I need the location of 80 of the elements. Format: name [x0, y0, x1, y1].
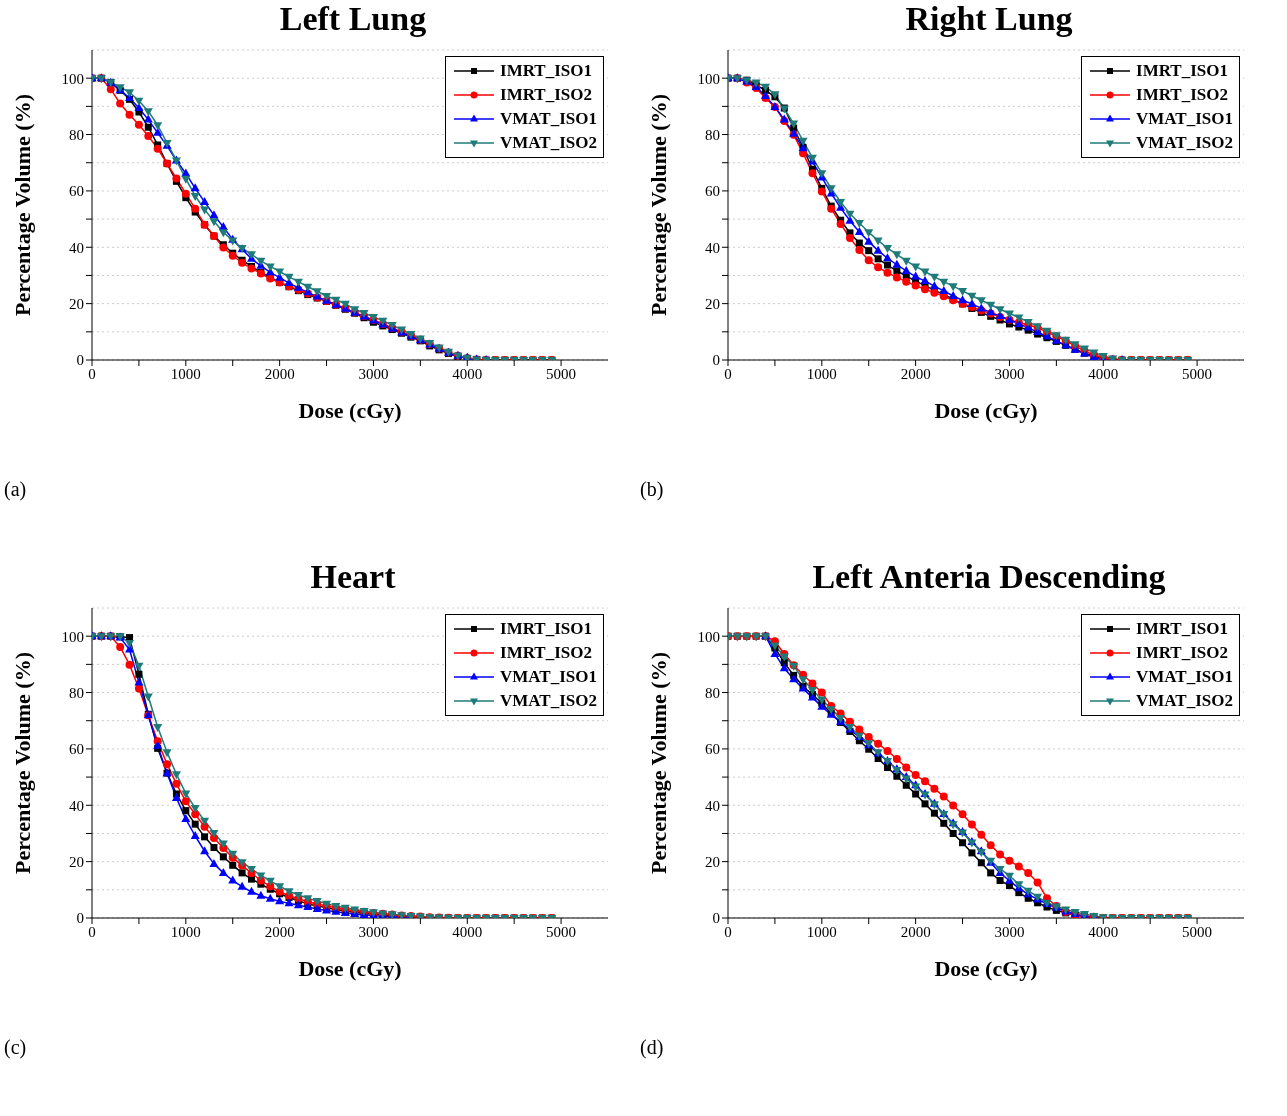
- x-tick-label: 3000: [994, 923, 1025, 940]
- y-tick-label: 40: [69, 797, 84, 814]
- x-axis-title: Dose (cGy): [298, 398, 402, 423]
- x-tick-label: 0: [724, 365, 732, 382]
- y-tick-label: 80: [69, 126, 84, 143]
- y-tick-label: 80: [69, 684, 84, 701]
- legend-label: VMAT_ISO2: [1136, 691, 1233, 711]
- x-tick-label: 0: [88, 365, 96, 382]
- y-tick-label: 20: [705, 853, 720, 870]
- legend-label: IMRT_ISO2: [500, 85, 592, 105]
- y-tick-label: 60: [69, 741, 84, 758]
- legend-label: IMRT_ISO2: [1136, 85, 1228, 105]
- x-axis-title: Dose (cGy): [934, 398, 1038, 423]
- x-tick-label: 5000: [546, 923, 577, 940]
- x-axis-title: Dose (cGy): [298, 956, 402, 981]
- y-tick-label: 20: [705, 295, 720, 312]
- chart-title: Right Lung: [904, 0, 1074, 39]
- text: (a): [4, 478, 27, 501]
- y-tick-label: 60: [69, 183, 84, 200]
- legend-label: IMRT_ISO2: [500, 643, 592, 663]
- legend-label: VMAT_ISO2: [500, 691, 597, 711]
- legend-label: IMRT_ISO2: [1136, 643, 1228, 663]
- y-tick-label: 20: [69, 853, 84, 870]
- legend-label: IMRT_ISO1: [1136, 619, 1228, 639]
- y-tick-label: 100: [697, 628, 720, 645]
- x-tick-label: 2000: [264, 923, 295, 940]
- x-tick-label: 2000: [900, 923, 931, 940]
- x-tick-label: 4000: [452, 923, 483, 940]
- y-tick-label: 20: [69, 295, 84, 312]
- y-tick-label: 100: [61, 70, 84, 87]
- chart-title: Left Anteria Descending: [811, 558, 1167, 597]
- y-tick-label: 60: [705, 183, 720, 200]
- x-tick-label: 0: [724, 923, 732, 940]
- x-tick-label: 5000: [1182, 923, 1213, 940]
- y-tick-label: 80: [705, 684, 720, 701]
- y-tick-label: 40: [69, 239, 84, 256]
- chart-title: Left Lung: [278, 0, 428, 39]
- y-tick-label: 0: [76, 910, 84, 927]
- y-tick-label: 0: [712, 910, 720, 927]
- x-tick-label: 1000: [806, 365, 837, 382]
- x-tick-label: 1000: [170, 365, 201, 382]
- y-axis-title: Percentage Volume (%): [645, 652, 671, 874]
- y-axis-title: Percentage Volume (%): [645, 94, 671, 316]
- text: (c): [4, 1036, 27, 1059]
- x-tick-label: 1000: [806, 923, 837, 940]
- y-tick-label: 100: [61, 628, 84, 645]
- legend-label: IMRT_ISO1: [1136, 61, 1228, 81]
- y-tick-label: 40: [705, 239, 720, 256]
- y-tick-label: 60: [705, 741, 720, 758]
- y-tick-label: 100: [697, 70, 720, 87]
- chart-title: Heart: [309, 558, 397, 597]
- y-axis-title: Percentage Volume (%): [9, 94, 35, 316]
- x-tick-label: 2000: [264, 365, 295, 382]
- x-tick-label: 5000: [1182, 365, 1213, 382]
- x-tick-label: 3000: [994, 365, 1025, 382]
- y-tick-label: 40: [705, 797, 720, 814]
- x-tick-label: 3000: [358, 365, 389, 382]
- y-tick-label: 0: [76, 352, 84, 369]
- x-tick-label: 4000: [452, 365, 483, 382]
- x-tick-label: 0: [88, 923, 96, 940]
- x-tick-label: 2000: [900, 365, 931, 382]
- x-tick-label: 1000: [170, 923, 201, 940]
- x-tick-label: 4000: [1088, 365, 1119, 382]
- x-tick-label: 3000: [358, 923, 389, 940]
- legend-label: VMAT_ISO2: [500, 133, 597, 153]
- legend-label: VMAT_ISO1: [1136, 109, 1233, 129]
- legend-label: VMAT_ISO1: [500, 109, 597, 129]
- legend-label: IMRT_ISO1: [500, 61, 592, 81]
- text: (d): [640, 1036, 664, 1059]
- x-tick-label: 5000: [546, 365, 577, 382]
- legend-label: IMRT_ISO1: [500, 619, 592, 639]
- legend-label: VMAT_ISO1: [500, 667, 597, 687]
- y-tick-label: 80: [705, 126, 720, 143]
- legend-label: VMAT_ISO2: [1136, 133, 1233, 153]
- x-axis-title: Dose (cGy): [934, 956, 1038, 981]
- y-axis-title: Percentage Volume (%): [9, 652, 35, 874]
- text: (b): [640, 478, 664, 501]
- x-tick-label: 4000: [1088, 923, 1119, 940]
- legend-label: VMAT_ISO1: [1136, 667, 1233, 687]
- y-tick-label: 0: [712, 352, 720, 369]
